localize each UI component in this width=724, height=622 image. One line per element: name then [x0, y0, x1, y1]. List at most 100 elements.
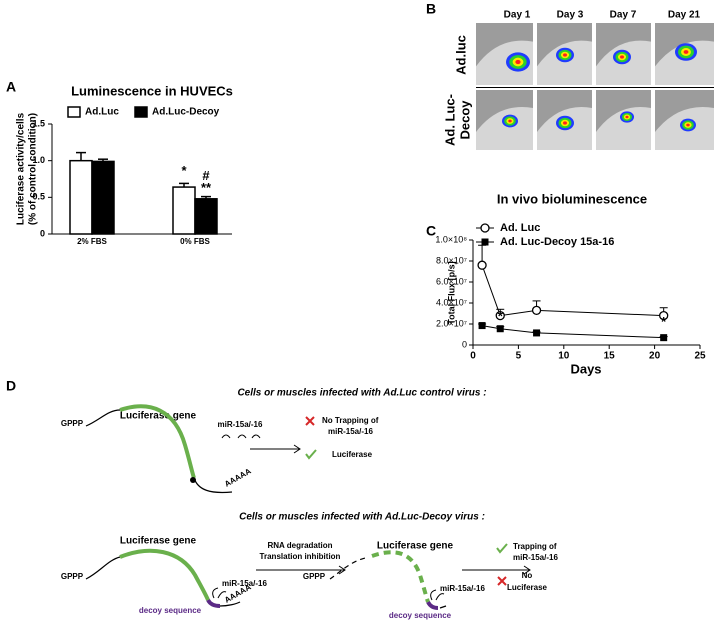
- cap-label: GPPP: [61, 572, 84, 581]
- legend-marker: [481, 238, 489, 246]
- outcome-label: No: [522, 571, 533, 580]
- mrna: [329, 557, 366, 580]
- column-header: Day 21: [668, 10, 701, 21]
- x-tick-label: 15: [604, 351, 616, 362]
- column-header: Day 3: [557, 10, 584, 21]
- x-tick-label: 0: [470, 351, 476, 362]
- column-header: Day 7: [610, 10, 637, 21]
- signal: [625, 115, 629, 119]
- mirna-shape: [212, 587, 227, 599]
- diagram-bottom: Cells or muscles infected with Ad.Luc-De…: [61, 512, 559, 620]
- legend-swatch: [134, 106, 148, 118]
- cross-icon: [305, 416, 315, 426]
- mrna: [85, 556, 121, 580]
- process-label: Translation inhibition: [260, 552, 341, 561]
- gene-label: Luciferase gene: [377, 541, 454, 552]
- mirna-shape: [430, 589, 445, 601]
- image-grid: Day 1 Day 3 Day 7 Day 21 Ad.luc Ad. Luc-…: [442, 10, 714, 146]
- y-tick-label: 6.0×10⁷: [436, 276, 467, 286]
- row-label: Ad.luc: [453, 35, 468, 75]
- marker: [659, 310, 669, 321]
- chart-title: Luminescence in HUVECs: [71, 83, 233, 98]
- series-line: [481, 265, 664, 317]
- legend-label: Ad.Luc: [85, 107, 119, 118]
- decoy-label: decoy sequence: [389, 611, 452, 620]
- arrow: [462, 565, 531, 575]
- signal: [563, 53, 567, 57]
- arrow: [250, 444, 301, 454]
- outcome-label: No Trapping of: [322, 416, 379, 425]
- mirna-label: miR-15a/-16: [440, 584, 485, 593]
- x-tick-label: 25: [694, 351, 706, 362]
- marker: [531, 305, 542, 316]
- cap-label: GPPP: [61, 419, 84, 428]
- photo-shape: [596, 107, 651, 150]
- panel-label: C: [426, 223, 436, 239]
- chart-title: In vivo bioluminescence: [497, 191, 647, 206]
- x-tick-label: 20: [649, 351, 661, 362]
- gene-label: Luciferase gene: [120, 536, 197, 547]
- gene-region: [371, 550, 430, 603]
- row-label: Ad. Luc-: [442, 94, 457, 146]
- y-tick-label: 2.0×10⁷: [436, 318, 467, 328]
- bar: [91, 160, 115, 235]
- annotation: *: [661, 314, 667, 329]
- check-icon: [305, 449, 317, 460]
- marker: [478, 322, 486, 330]
- mirna-shape: [221, 434, 261, 439]
- gene-region: [119, 548, 210, 601]
- mirna-label: miR-15a/-16: [222, 579, 267, 588]
- x-tick-label: 0% FBS: [180, 237, 210, 246]
- legend-label: Ad. Luc: [500, 222, 540, 234]
- annotation: **: [201, 180, 212, 195]
- diagram-title: Cells or muscles infected with Ad.Luc-De…: [239, 512, 485, 523]
- photo-shape: [537, 40, 592, 85]
- legend-marker: [480, 223, 490, 233]
- signal: [686, 123, 690, 127]
- y-tick-label: 1.5: [32, 118, 45, 128]
- photo-shape: [476, 40, 533, 85]
- signal: [563, 121, 567, 125]
- marker: [477, 260, 487, 270]
- legend-swatch: [67, 106, 81, 118]
- photo-shape: [476, 107, 533, 150]
- signal: [508, 119, 512, 123]
- marker: [496, 325, 504, 333]
- check-icon: [496, 543, 508, 554]
- y-tick-label: 8.0×10⁷: [436, 255, 467, 265]
- y-tick-label: 4.0×10⁷: [436, 297, 467, 307]
- gene-region: [119, 404, 196, 479]
- annotation: #: [202, 168, 210, 183]
- marker: [495, 310, 505, 321]
- photo-shape: [655, 40, 714, 85]
- outcome-label: miR-15a/-16: [328, 427, 373, 436]
- y-tick-label: 0: [462, 339, 467, 349]
- site: [190, 477, 196, 483]
- legend-label: Ad.Luc-Decoy: [152, 107, 220, 118]
- polya-label: AAAAA: [223, 466, 253, 488]
- outcome-label: Luciferase: [332, 450, 373, 459]
- process-label: RNA degradation: [267, 541, 332, 550]
- annotation: *: [498, 309, 504, 324]
- x-tick-label: 5: [516, 351, 522, 362]
- bar: [194, 198, 218, 235]
- bar: [69, 159, 93, 235]
- marker: [660, 334, 668, 342]
- panel-label: A: [6, 79, 16, 95]
- mrna: [439, 605, 447, 609]
- gene-label: Luciferase gene: [120, 411, 197, 422]
- y-tick-label: 0.5: [32, 192, 45, 202]
- cap-label: GPPP: [303, 572, 326, 581]
- y-axis-label: Luciferase activity/cells: [16, 112, 27, 225]
- outcome-label: miR-15a/-16: [513, 553, 558, 562]
- signal: [515, 59, 521, 65]
- row-label: Decoy: [457, 100, 472, 140]
- panel-label: B: [426, 1, 436, 17]
- column-header: Day 1: [504, 10, 531, 21]
- outcome-label: Trapping of: [513, 542, 557, 551]
- y-axis-label: Total Flux [p/s]: [446, 261, 456, 324]
- signal: [620, 55, 624, 59]
- mirna-label: miR-15a/-16: [218, 420, 263, 429]
- bar: [172, 186, 196, 235]
- legend-label: Ad. Luc-Decoy 15a-16: [500, 236, 614, 248]
